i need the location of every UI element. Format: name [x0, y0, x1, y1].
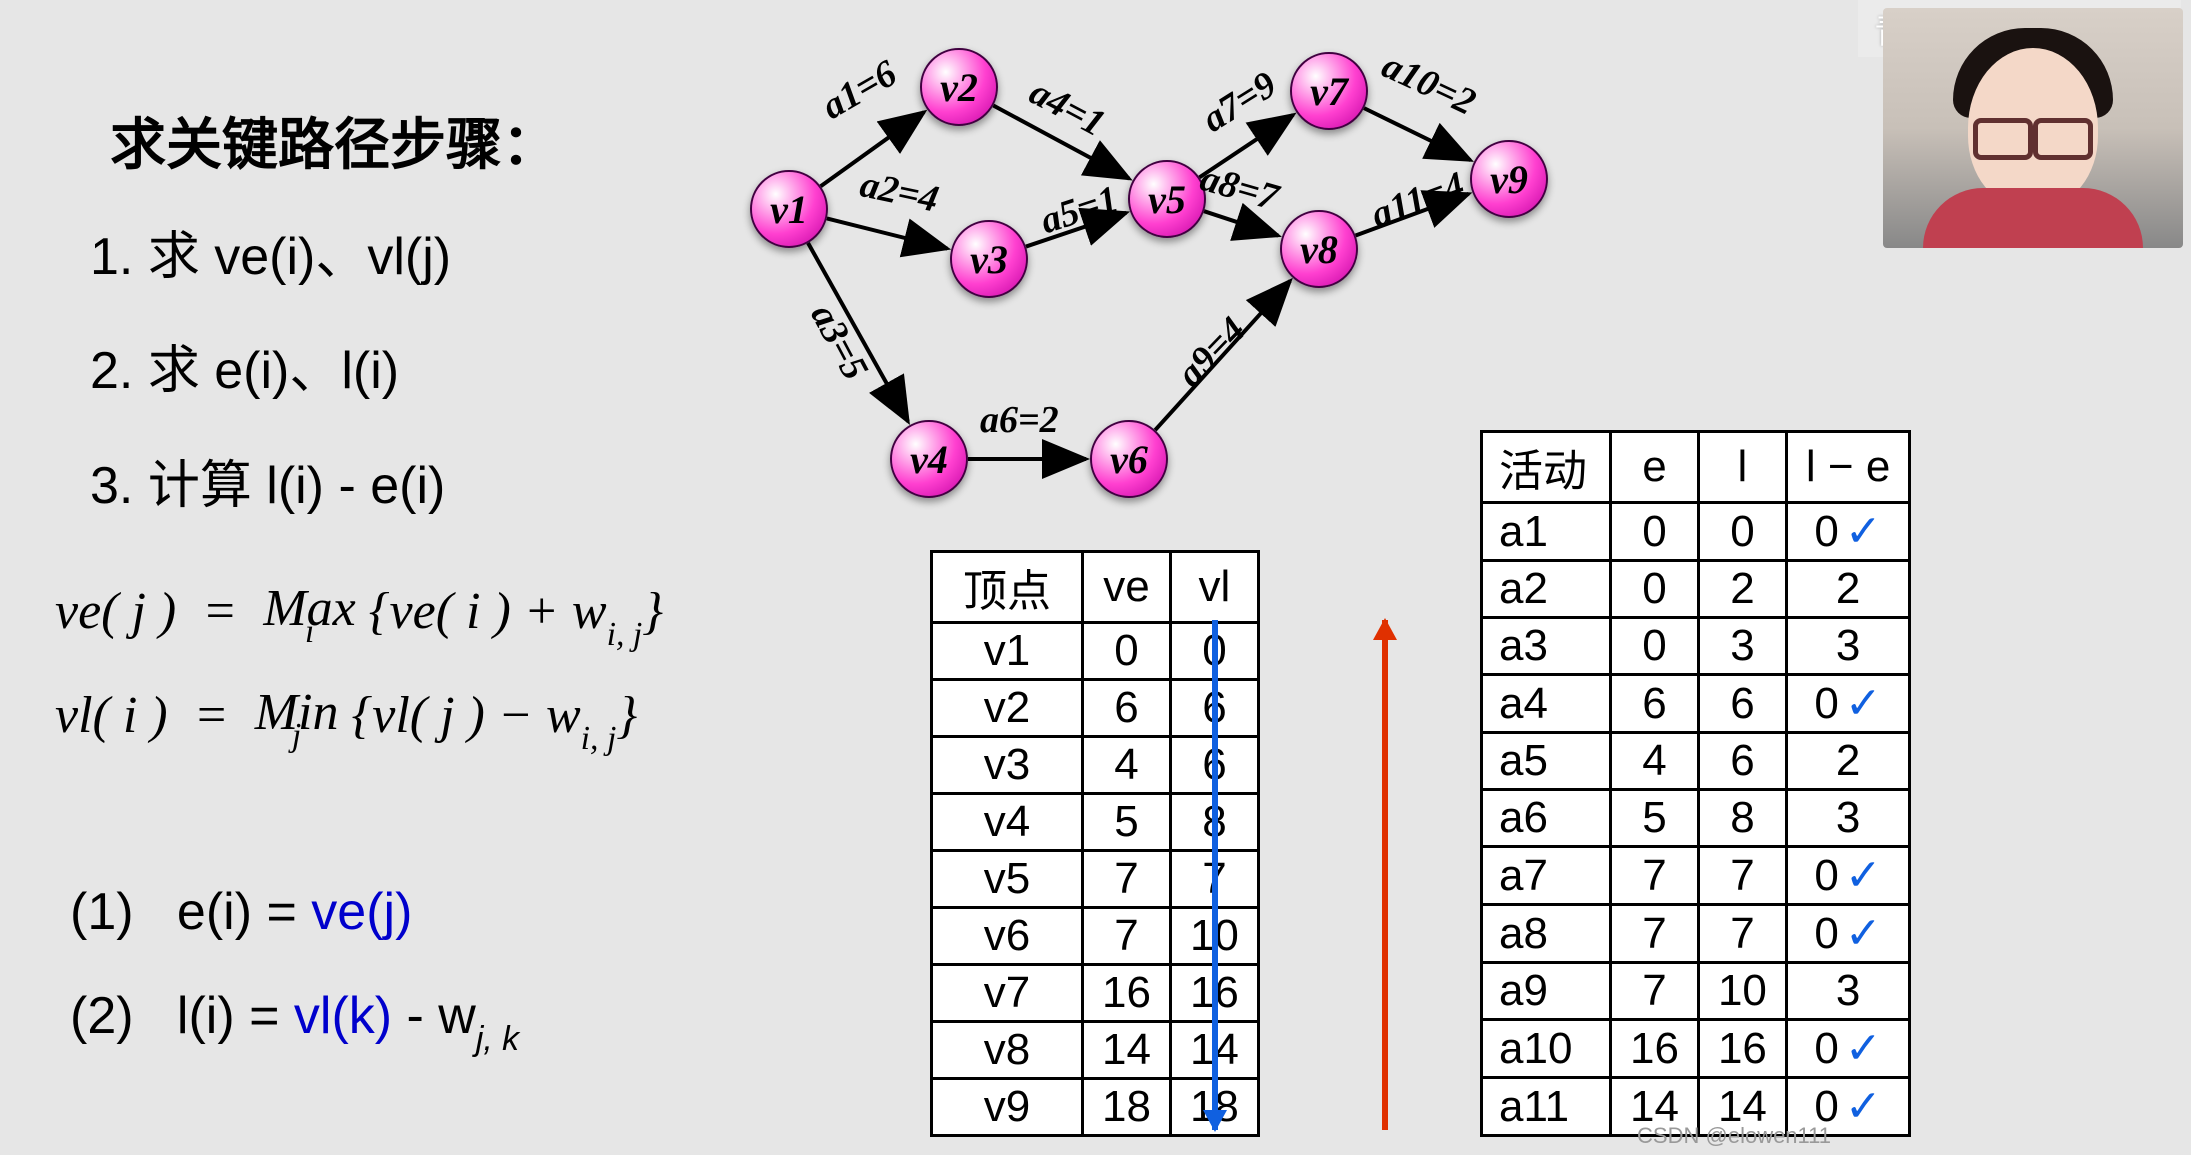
- table-row: v71616: [932, 965, 1259, 1022]
- table-row: a1000✓: [1482, 503, 1910, 561]
- table-row: v6710: [932, 908, 1259, 965]
- steps-list: 1. 求 ve(i)、vl(j) 2. 求 e(i)、l(i) 3. 计算 l(…: [90, 200, 451, 543]
- vertex-table-header: ve: [1083, 552, 1171, 623]
- node-v3: v3: [950, 220, 1028, 298]
- vertex-table-header: vl: [1170, 552, 1258, 623]
- check-icon: ✓: [1845, 679, 1882, 728]
- step-1: 1. 求 ve(i)、vl(j): [90, 200, 451, 314]
- table-row: v100: [932, 623, 1259, 680]
- rule-2: (2) l(i) = vl(k) - wj, k: [70, 964, 519, 1068]
- table-row: a2022: [1482, 561, 1910, 618]
- formula-ve: ve( j ) = Maxi {ve( i ) + wi, j}: [55, 560, 663, 664]
- edge-label-a6: a6=2: [980, 398, 1059, 442]
- table-row: a5462: [1482, 733, 1910, 790]
- formula-vl: vl( i ) = Minj {vl( j ) − wi, j}: [55, 664, 663, 768]
- vertex-table: 顶点vevl v100v266v346v458v577v6710v71616v8…: [930, 550, 1260, 1137]
- check-icon: ✓: [1845, 507, 1882, 556]
- watermark-bottom: CSDN @elowen111: [1637, 1123, 1831, 1149]
- vertex-table-header: 顶点: [932, 552, 1083, 623]
- check-icon: ✓: [1845, 909, 1882, 958]
- check-icon: ✓: [1845, 851, 1882, 900]
- table-row: a7770✓: [1482, 847, 1910, 905]
- table-row: a8770✓: [1482, 905, 1910, 963]
- activity-table: 活动ell − e a1000✓a2022a3033a4660✓a5462a65…: [1480, 430, 1911, 1137]
- table-row: a6583: [1482, 790, 1910, 847]
- table-row: a4660✓: [1482, 675, 1910, 733]
- check-icon: ✓: [1845, 1082, 1882, 1131]
- check-icon: ✓: [1845, 1024, 1882, 1073]
- activity-table-header: e: [1611, 432, 1699, 503]
- node-v9: v9: [1470, 140, 1548, 218]
- step-3: 3. 计算 l(i) - e(i): [90, 429, 451, 543]
- table-row: v458: [932, 794, 1259, 851]
- activity-table-header: 活动: [1482, 432, 1611, 503]
- table-row: a3033: [1482, 618, 1910, 675]
- rule-1: (1) e(i) = ve(j): [70, 860, 519, 964]
- table-row: v266: [932, 680, 1259, 737]
- ve-direction-arrow: [1212, 620, 1218, 1130]
- node-v8: v8: [1280, 210, 1358, 288]
- vl-direction-arrow: [1382, 620, 1388, 1130]
- table-row: a97103: [1482, 963, 1910, 1020]
- rules-block: (1) e(i) = ve(j) (2) l(i) = vl(k) - wj, …: [70, 860, 519, 1068]
- node-v4: v4: [890, 420, 968, 498]
- step-2: 2. 求 e(i)、l(i): [90, 314, 451, 428]
- presenter-pip: [1883, 8, 2183, 248]
- table-row: v577: [932, 851, 1259, 908]
- node-v7: v7: [1290, 52, 1368, 130]
- node-v2: v2: [920, 48, 998, 126]
- formulas-block: ve( j ) = Maxi {ve( i ) + wi, j} vl( i )…: [55, 560, 663, 768]
- activity-table-header: l: [1698, 432, 1786, 503]
- node-v6: v6: [1090, 420, 1168, 498]
- activity-table-header: l − e: [1786, 432, 1909, 503]
- table-row: v346: [932, 737, 1259, 794]
- node-v1: v1: [750, 170, 828, 248]
- section-title: 求关键路径步骤：: [110, 100, 558, 181]
- node-v5: v5: [1128, 160, 1206, 238]
- table-row: a1016160✓: [1482, 1020, 1910, 1078]
- table-row: v81414: [932, 1022, 1259, 1079]
